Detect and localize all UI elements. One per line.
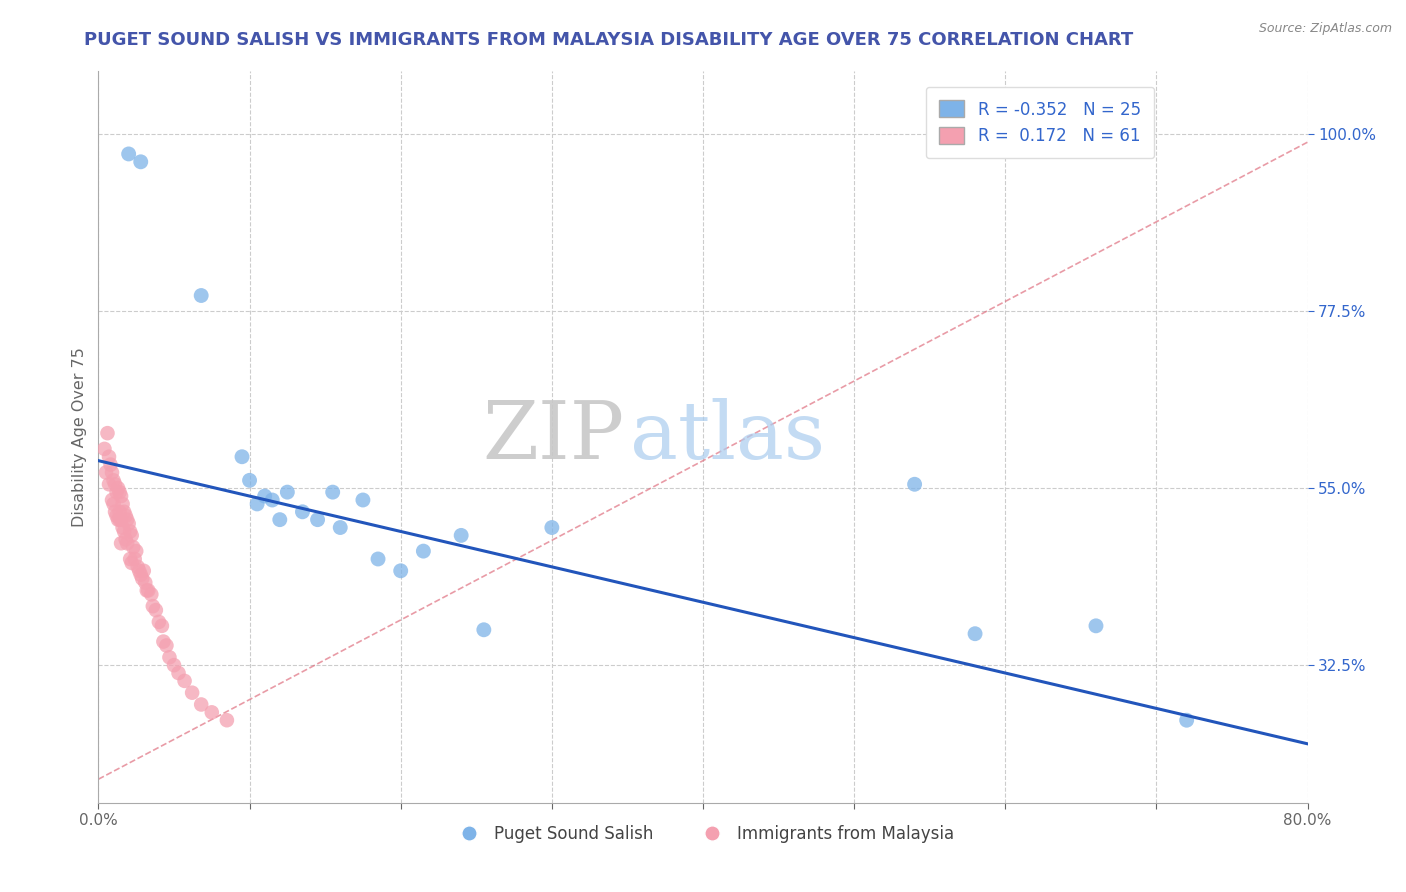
- Point: [152, 634, 174, 648]
- Point: [329, 520, 352, 534]
- Point: [131, 572, 153, 586]
- Point: [93, 442, 115, 456]
- Point: [101, 493, 124, 508]
- Point: [231, 450, 253, 464]
- Point: [159, 650, 181, 665]
- Point: [540, 520, 562, 534]
- Point: [111, 520, 134, 534]
- Point: [472, 623, 495, 637]
- Point: [276, 485, 298, 500]
- Point: [352, 493, 374, 508]
- Point: [307, 513, 329, 527]
- Point: [129, 567, 152, 582]
- Point: [132, 564, 155, 578]
- Point: [98, 450, 121, 464]
- Point: [100, 458, 122, 472]
- Point: [215, 713, 238, 727]
- Point: [94, 466, 117, 480]
- Point: [239, 473, 262, 487]
- Text: ZIP: ZIP: [482, 398, 624, 476]
- Point: [322, 485, 344, 500]
- Point: [115, 513, 138, 527]
- Point: [141, 587, 163, 601]
- Point: [118, 516, 141, 531]
- Point: [167, 666, 190, 681]
- Point: [253, 489, 276, 503]
- Point: [108, 505, 131, 519]
- Point: [150, 619, 173, 633]
- Point: [114, 533, 136, 547]
- Point: [110, 536, 132, 550]
- Point: [136, 583, 159, 598]
- Point: [127, 559, 149, 574]
- Point: [108, 513, 131, 527]
- Point: [104, 477, 127, 491]
- Point: [246, 497, 269, 511]
- Point: [112, 524, 135, 539]
- Point: [110, 489, 132, 503]
- Point: [135, 583, 157, 598]
- Point: [163, 658, 186, 673]
- Point: [101, 466, 124, 480]
- Point: [125, 544, 148, 558]
- Point: [111, 497, 134, 511]
- Text: PUGET SOUND SALISH VS IMMIGRANTS FROM MALAYSIA DISABILITY AGE OVER 75 CORRELATIO: PUGET SOUND SALISH VS IMMIGRANTS FROM MA…: [84, 31, 1133, 49]
- Point: [108, 485, 131, 500]
- Point: [181, 686, 204, 700]
- Point: [173, 673, 195, 688]
- Point: [291, 505, 314, 519]
- Point: [120, 552, 142, 566]
- Point: [904, 477, 927, 491]
- Point: [98, 477, 121, 491]
- Point: [412, 544, 434, 558]
- Point: [121, 556, 143, 570]
- Point: [121, 528, 143, 542]
- Point: [114, 508, 136, 523]
- Point: [367, 552, 389, 566]
- Legend: Puget Sound Salish, Immigrants from Malaysia: Puget Sound Salish, Immigrants from Mala…: [446, 818, 960, 849]
- Point: [145, 603, 167, 617]
- Point: [262, 493, 284, 508]
- Point: [201, 706, 224, 720]
- Point: [96, 426, 118, 441]
- Point: [965, 626, 987, 640]
- Point: [124, 552, 146, 566]
- Point: [190, 288, 212, 302]
- Point: [112, 505, 135, 519]
- Point: [269, 513, 291, 527]
- Point: [107, 513, 129, 527]
- Point: [155, 639, 177, 653]
- Point: [115, 536, 138, 550]
- Point: [134, 575, 156, 590]
- Text: Source: ZipAtlas.com: Source: ZipAtlas.com: [1258, 22, 1392, 36]
- Point: [450, 528, 472, 542]
- Point: [105, 508, 128, 523]
- Point: [105, 485, 128, 500]
- Point: [103, 497, 125, 511]
- Point: [148, 615, 170, 629]
- Point: [1085, 619, 1108, 633]
- Point: [122, 540, 145, 554]
- Point: [120, 524, 142, 539]
- Point: [1175, 713, 1198, 727]
- Point: [190, 698, 212, 712]
- Point: [107, 481, 129, 495]
- Y-axis label: Disability Age Over 75: Disability Age Over 75: [72, 347, 87, 527]
- Point: [389, 564, 412, 578]
- Point: [142, 599, 165, 614]
- Point: [128, 564, 150, 578]
- Point: [104, 505, 127, 519]
- Point: [103, 473, 125, 487]
- Point: [129, 154, 152, 169]
- Point: [110, 513, 132, 527]
- Text: atlas: atlas: [630, 398, 825, 476]
- Point: [118, 147, 141, 161]
